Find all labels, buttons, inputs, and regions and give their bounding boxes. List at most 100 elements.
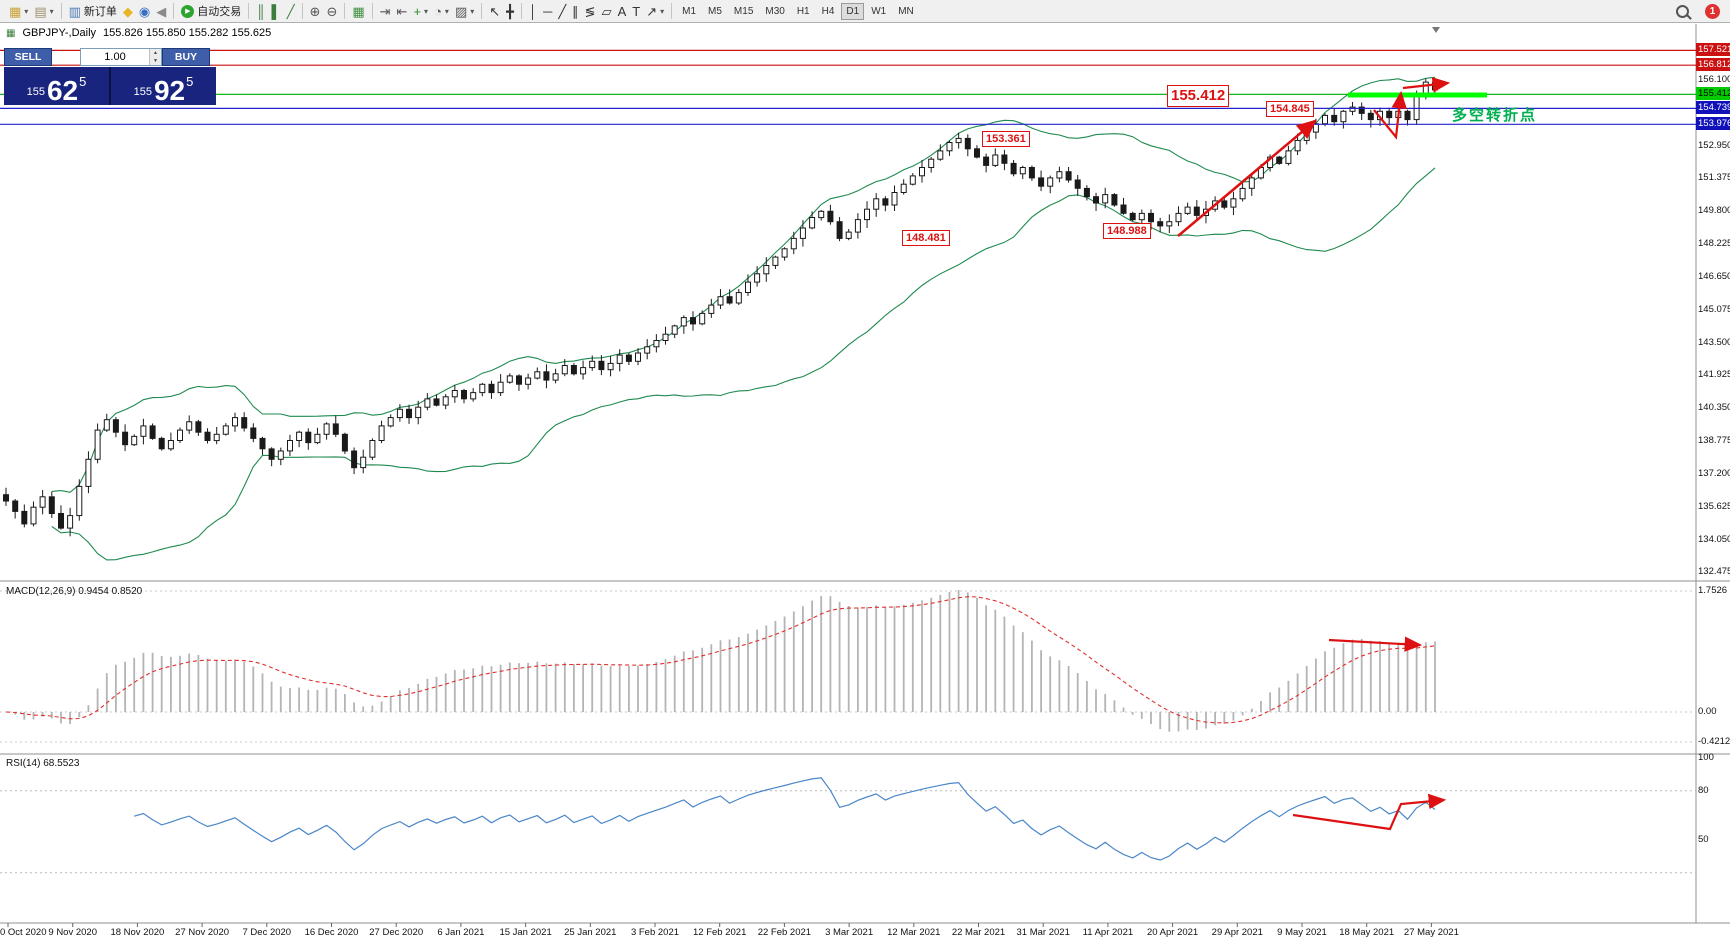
candle-body <box>94 429 101 460</box>
new-order-button[interactable]: ▥ 新订单 <box>66 1 120 21</box>
candle-body <box>790 237 797 250</box>
candle-body <box>1038 177 1045 187</box>
candle-body <box>85 458 92 487</box>
arrows-icon-dropdown[interactable]: ▾ <box>660 6 665 16</box>
channel-icon[interactable]: ∥ <box>569 1 582 21</box>
timeframe-h4[interactable]: H4 <box>821 5 835 17</box>
profiles-icon[interactable]: ▤ ▾ <box>31 1 56 21</box>
cursor-icon[interactable]: ↖ <box>486 1 503 21</box>
candle-body <box>1120 204 1127 214</box>
volume-down-arrow[interactable]: ▼ <box>150 57 161 65</box>
candle-body <box>1129 212 1136 221</box>
alerts-icon[interactable]: ◀ <box>153 1 169 21</box>
toolbar-separator <box>173 3 175 19</box>
timeframe-mn[interactable]: MN <box>898 5 914 17</box>
arrows-icon[interactable]: ↗ ▾ <box>643 1 667 21</box>
candle-body <box>836 221 843 239</box>
toolbar-separator <box>344 3 346 19</box>
shapes-icon[interactable]: ▱ <box>599 1 615 21</box>
candle-body <box>1221 200 1228 208</box>
new-order-button-label: 新订单 <box>83 6 117 18</box>
candle-body <box>516 375 522 385</box>
candle-body <box>1093 196 1099 204</box>
zoom-out-icon[interactable]: ⊖ <box>323 1 340 21</box>
autotrading-button-label: 自动交易 <box>197 6 242 18</box>
candle-body <box>387 417 394 427</box>
volume-stepper[interactable]: ▲▼ <box>80 48 162 66</box>
horizontal-line-icon[interactable]: ─ <box>540 1 555 21</box>
crosshair-icon[interactable]: ╋ <box>503 1 517 21</box>
timeframe-h1[interactable]: H1 <box>796 5 810 17</box>
templates-icon-dropdown[interactable]: ▾ <box>470 6 475 16</box>
timeframe-w1[interactable]: W1 <box>871 5 887 17</box>
candle-body <box>424 398 431 408</box>
notification-badge[interactable]: 1 <box>1705 3 1720 19</box>
timeframe-m15[interactable]: M15 <box>733 5 754 17</box>
candle-body <box>946 142 953 152</box>
candle-body <box>433 398 440 406</box>
trend-arrow <box>1292 793 1447 831</box>
timeframe-m5[interactable]: M5 <box>708 5 722 17</box>
autotrading-button[interactable]: ▶ 自动交易 <box>178 1 244 21</box>
label-icon[interactable]: T <box>629 1 643 21</box>
candle-body <box>919 167 925 177</box>
new-chart-icon[interactable]: ▦ ▾ <box>6 1 31 21</box>
candle-body <box>213 433 220 442</box>
trend-arrow <box>1177 119 1317 237</box>
candle-body <box>241 417 248 429</box>
volume-input[interactable] <box>81 49 149 65</box>
chart-icon: ▦ <box>6 27 16 39</box>
timeframe-d1[interactable]: D1 <box>841 2 865 20</box>
new-chart-icon-dropdown[interactable]: ▾ <box>24 6 29 16</box>
periods-icon: ◔ <box>434 3 442 19</box>
profiles-icon-dropdown[interactable]: ▾ <box>49 6 54 16</box>
indicators-icon[interactable]: + ▾ <box>410 1 431 21</box>
candle-body <box>277 450 284 460</box>
new-order-button: ▥ <box>68 3 81 19</box>
candle-body <box>580 367 587 375</box>
trade-prices-row: 155 62 5 155 92 5 <box>4 67 216 105</box>
chart-shift-marker <box>1432 27 1440 33</box>
templates-icon[interactable]: ▨ ▾ <box>452 1 477 21</box>
sell-button[interactable]: SELL <box>4 48 52 66</box>
candle-body <box>1193 206 1200 216</box>
candle-body <box>415 406 422 419</box>
timeframe-m30[interactable]: M30 <box>765 5 785 17</box>
chart-shift-icon[interactable]: ⇤ <box>394 1 411 21</box>
tile-windows-icon[interactable]: ▦ <box>349 1 367 21</box>
candle-body <box>598 360 605 371</box>
candle-body <box>3 494 9 502</box>
periods-icon[interactable]: ◔ ▾ <box>431 1 452 21</box>
buy-button[interactable]: BUY <box>162 48 210 66</box>
vertical-line-icon[interactable]: │ <box>526 1 540 21</box>
candle-body <box>222 425 229 435</box>
auto-scroll-icon[interactable]: ⇥ <box>377 1 394 21</box>
candle-body <box>1285 150 1292 164</box>
candle-body <box>470 392 477 400</box>
line-chart-icon[interactable]: ╱ <box>284 1 298 21</box>
candle-body <box>1001 154 1008 164</box>
timeframe-m1[interactable]: M1 <box>682 5 697 17</box>
candle-body <box>827 210 834 223</box>
sell-price[interactable]: 155 62 5 <box>4 67 111 105</box>
community-icon[interactable]: ◉ <box>136 1 153 21</box>
fibonacci-icon[interactable]: ≶ <box>582 1 599 21</box>
trendline-icon[interactable]: ╱ <box>555 1 569 21</box>
periods-icon-dropdown[interactable]: ▾ <box>444 6 449 16</box>
candle-body <box>781 248 788 258</box>
buy-price[interactable]: 155 92 5 <box>111 67 216 105</box>
candlestick-chart-icon: ▌ <box>271 3 281 19</box>
candle-body <box>1322 114 1328 125</box>
bar-chart-icon[interactable]: ║ <box>253 1 268 21</box>
zoom-in-icon[interactable]: ⊕ <box>307 1 324 21</box>
candle-body <box>1312 123 1319 133</box>
mql5-icon[interactable]: ◆ <box>120 1 136 21</box>
text-icon[interactable]: A <box>615 1 630 21</box>
candlestick-chart-icon[interactable]: ▌ <box>268 1 283 21</box>
indicators-icon-dropdown[interactable]: ▾ <box>424 6 429 16</box>
candle-body <box>745 281 751 294</box>
main-toolbar: ▦ ▾ ▤ ▾ ▥ 新订单 ◆ ◉ ◀ ▶ 自动交易 ║ ▌ ╱ ⊕ ⊖ ▦ ⇥ ⇤ + ▾ ◔ ▾ ▨ ▾ ↖ ╋ │ ─ ╱ ∥ ≶ ▱ A T… <box>0 0 1730 23</box>
volume-up-arrow[interactable]: ▲ <box>150 49 161 57</box>
search-icon[interactable] <box>1676 4 1689 18</box>
